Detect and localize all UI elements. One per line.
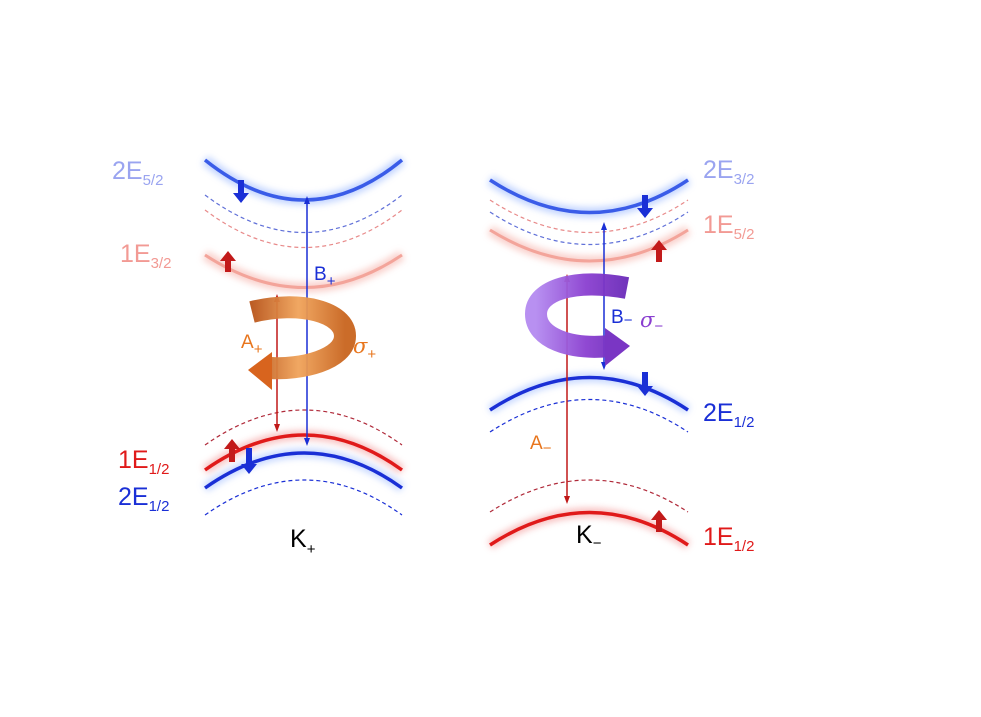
polarization-label-right: σ−: [640, 308, 663, 335]
valley-label-left: K+: [290, 525, 316, 558]
arrow-up-icon: [651, 510, 667, 532]
polarization-label-left: σ+: [353, 334, 376, 363]
level-label-1E52-right: 1E5/2: [703, 211, 754, 243]
band-1E12-right: [487, 479, 691, 549]
band-2E12-left: [202, 448, 405, 516]
arrow-down-icon: [233, 180, 249, 203]
arrow-down-icon: [241, 448, 257, 474]
band-2E12-right: [487, 373, 691, 433]
transition-label-A-right: A−: [530, 433, 552, 457]
circular-arrow-icon: [524, 273, 630, 366]
band-2E32-right: [487, 175, 691, 245]
transition-label-B-left: B+: [314, 264, 336, 290]
level-label-2E52-left: 2E5/2: [112, 157, 163, 189]
arrow-up-icon: [651, 240, 667, 262]
arrow-up-icon: [224, 439, 240, 462]
band-2E52-left: [201, 156, 406, 249]
right-panel: 2E3/2 1E5/2 2E1/2 1E1/2 B− σ− A− K−: [487, 156, 754, 555]
arrow-down-icon: [637, 372, 653, 396]
transition-label-A-left: A+: [241, 332, 263, 358]
left-panel: 2E5/2 1E3/2 1E1/2 2E1/2 B+ A+ σ+ K+: [112, 156, 406, 558]
transition-label-B-right: B−: [611, 307, 633, 329]
arrow-up-icon: [220, 251, 236, 272]
valley-label-right: K−: [576, 521, 602, 552]
level-label-1E12-right: 1E1/2: [703, 523, 754, 555]
circular-arrow-icon: [248, 296, 357, 390]
level-label-1E12-left: 1E1/2: [118, 446, 169, 478]
level-label-1E32-left: 1E3/2: [120, 240, 171, 272]
level-label-2E12-right: 2E1/2: [703, 399, 754, 431]
level-label-2E12-left: 2E1/2: [118, 483, 169, 515]
band-1E52-right: [487, 225, 691, 266]
arrow-down-icon: [637, 195, 653, 218]
level-label-2E32-right: 2E3/2: [703, 156, 754, 188]
